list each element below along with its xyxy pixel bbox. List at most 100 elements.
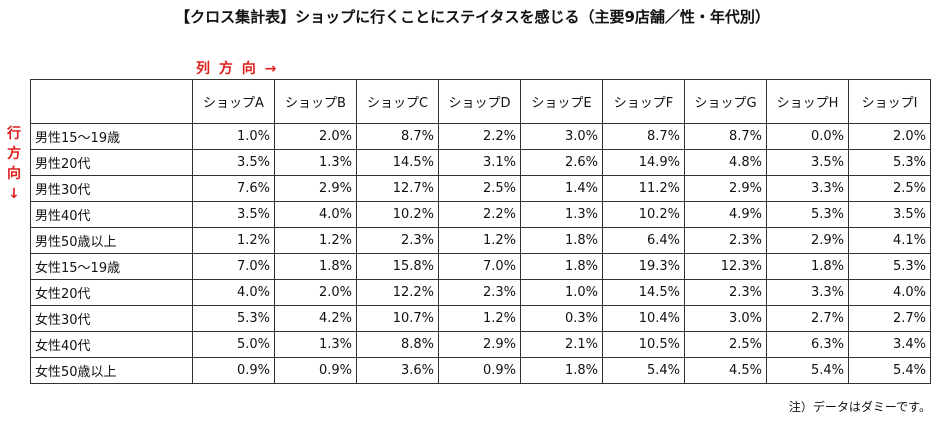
data-cell: 2.5%: [848, 175, 931, 202]
row-header: 女性50歳以上: [30, 357, 193, 384]
data-cell: 2.9%: [274, 175, 357, 202]
data-cell: 14.5%: [356, 149, 439, 176]
data-cell: 12.2%: [356, 279, 439, 306]
data-cell: 2.5%: [438, 175, 521, 202]
data-cell: 14.9%: [602, 149, 685, 176]
column-header: ショップG: [684, 79, 767, 124]
data-cell: 3.3%: [766, 279, 849, 306]
data-cell: 1.8%: [520, 357, 603, 384]
row-direction-char: 方: [7, 146, 21, 162]
data-cell: 7.6%: [192, 175, 275, 202]
data-cell: 2.0%: [274, 279, 357, 306]
data-cell: 3.1%: [438, 149, 521, 176]
row-header: 男性40代: [30, 201, 193, 228]
data-cell: 1.8%: [766, 253, 849, 280]
data-cell: 1.3%: [520, 201, 603, 228]
row-header: 男性30代: [30, 175, 193, 202]
column-header: ショップA: [192, 79, 275, 124]
data-cell: 10.4%: [602, 305, 685, 332]
data-cell: 14.5%: [602, 279, 685, 306]
data-cell: 4.9%: [684, 201, 767, 228]
data-cell: 5.4%: [602, 357, 685, 384]
row-header: 女性40代: [30, 331, 193, 358]
data-cell: 0.9%: [274, 357, 357, 384]
table-row: 女性15～19歳 7.0% 1.8% 15.8% 7.0% 1.8% 19.3% 12.3% 1…: [30, 253, 931, 280]
data-cell: 1.2%: [274, 227, 357, 254]
data-cell: 2.3%: [356, 227, 439, 254]
header-row: ショップA ショップB ショップC ショップD ショップE ショップF ショップ…: [30, 79, 931, 124]
data-cell: 4.5%: [684, 357, 767, 384]
data-cell: 3.3%: [766, 175, 849, 202]
data-cell: 2.9%: [438, 331, 521, 358]
data-cell: 0.9%: [192, 357, 275, 384]
data-cell: 10.2%: [356, 201, 439, 228]
column-header: ショップI: [848, 79, 931, 124]
data-cell: 2.3%: [438, 279, 521, 306]
row-header: 女性15～19歳: [30, 253, 193, 280]
data-cell: 5.3%: [766, 201, 849, 228]
data-cell: 8.7%: [602, 123, 685, 150]
data-cell: 1.0%: [520, 279, 603, 306]
data-cell: 3.5%: [848, 201, 931, 228]
data-cell: 1.2%: [438, 305, 521, 332]
data-cell: 19.3%: [602, 253, 685, 280]
data-cell: 5.3%: [848, 253, 931, 280]
data-cell: 3.4%: [848, 331, 931, 358]
column-header: ショップF: [602, 79, 685, 124]
data-cell: 12.3%: [684, 253, 767, 280]
data-cell: 5.4%: [766, 357, 849, 384]
data-cell: 3.5%: [192, 201, 275, 228]
table-row: 女性20代 4.0% 2.0% 12.2% 2.3% 1.0% 14.5% 2.3% 3.3% 4…: [30, 279, 931, 306]
data-cell: 1.0%: [192, 123, 275, 150]
data-cell: 6.4%: [602, 227, 685, 254]
corner-cell: [30, 79, 193, 124]
data-cell: 8.7%: [684, 123, 767, 150]
data-cell: 0.9%: [438, 357, 521, 384]
data-cell: 3.5%: [766, 149, 849, 176]
table-row: 男性30代 7.6% 2.9% 12.7% 2.5% 1.4% 11.2% 2.9% 3.3% 2…: [30, 175, 931, 202]
data-cell: 1.2%: [192, 227, 275, 254]
data-cell: 15.8%: [356, 253, 439, 280]
data-cell: 1.4%: [520, 175, 603, 202]
column-direction-label: 列 方 向 →: [196, 61, 279, 77]
data-cell: 4.2%: [274, 305, 357, 332]
data-cell: 1.8%: [520, 253, 603, 280]
table-title: 【クロス集計表】ショップに行くことにステイタスを感じる（主要9店舗／性・年代別）: [175, 8, 770, 26]
data-cell: 6.3%: [766, 331, 849, 358]
data-cell: 0.3%: [520, 305, 603, 332]
row-header: 女性20代: [30, 279, 193, 306]
data-cell: 3.0%: [520, 123, 603, 150]
data-cell: 8.7%: [356, 123, 439, 150]
data-cell: 11.2%: [602, 175, 685, 202]
data-cell: 2.5%: [684, 331, 767, 358]
data-cell: 2.3%: [684, 279, 767, 306]
data-cell: 1.2%: [438, 227, 521, 254]
data-cell: 2.2%: [438, 123, 521, 150]
table-row: 女性40代 5.0% 1.3% 8.8% 2.9% 2.1% 10.5% 2.5% 6.3% 3.…: [30, 331, 931, 358]
data-cell: 5.3%: [192, 305, 275, 332]
data-cell: 2.1%: [520, 331, 603, 358]
row-direction-char: 向: [7, 166, 21, 182]
data-cell: 3.6%: [356, 357, 439, 384]
data-cell: 2.2%: [438, 201, 521, 228]
data-cell: 7.0%: [438, 253, 521, 280]
data-cell: 2.9%: [766, 227, 849, 254]
data-cell: 1.3%: [274, 331, 357, 358]
data-cell: 5.4%: [848, 357, 931, 384]
data-cell: 1.3%: [274, 149, 357, 176]
table-body: 男性15～19歳 1.0% 2.0% 8.7% 2.2% 3.0% 8.7% 8.7% 0.0%…: [30, 123, 931, 384]
data-cell: 5.0%: [192, 331, 275, 358]
table-row: 男性40代 3.5% 4.0% 10.2% 2.2% 1.3% 10.2% 4.9% 5.3% 3…: [30, 201, 931, 228]
data-cell: 4.1%: [848, 227, 931, 254]
data-cell: 5.3%: [848, 149, 931, 176]
data-cell: 2.9%: [684, 175, 767, 202]
data-cell: 3.0%: [684, 305, 767, 332]
data-cell: 12.7%: [356, 175, 439, 202]
row-direction-char: 行: [7, 126, 21, 142]
data-cell: 2.3%: [684, 227, 767, 254]
data-cell: 1.8%: [520, 227, 603, 254]
cross-tab-table: ショップA ショップB ショップC ショップD ショップE ショップF ショップ…: [30, 79, 931, 384]
data-cell: 2.0%: [274, 123, 357, 150]
table-row: 男性20代 3.5% 1.3% 14.5% 3.1% 2.6% 14.9% 4.8% 3.5% 5…: [30, 149, 931, 176]
row-direction-label: 行 方 向 ↓: [3, 124, 25, 204]
